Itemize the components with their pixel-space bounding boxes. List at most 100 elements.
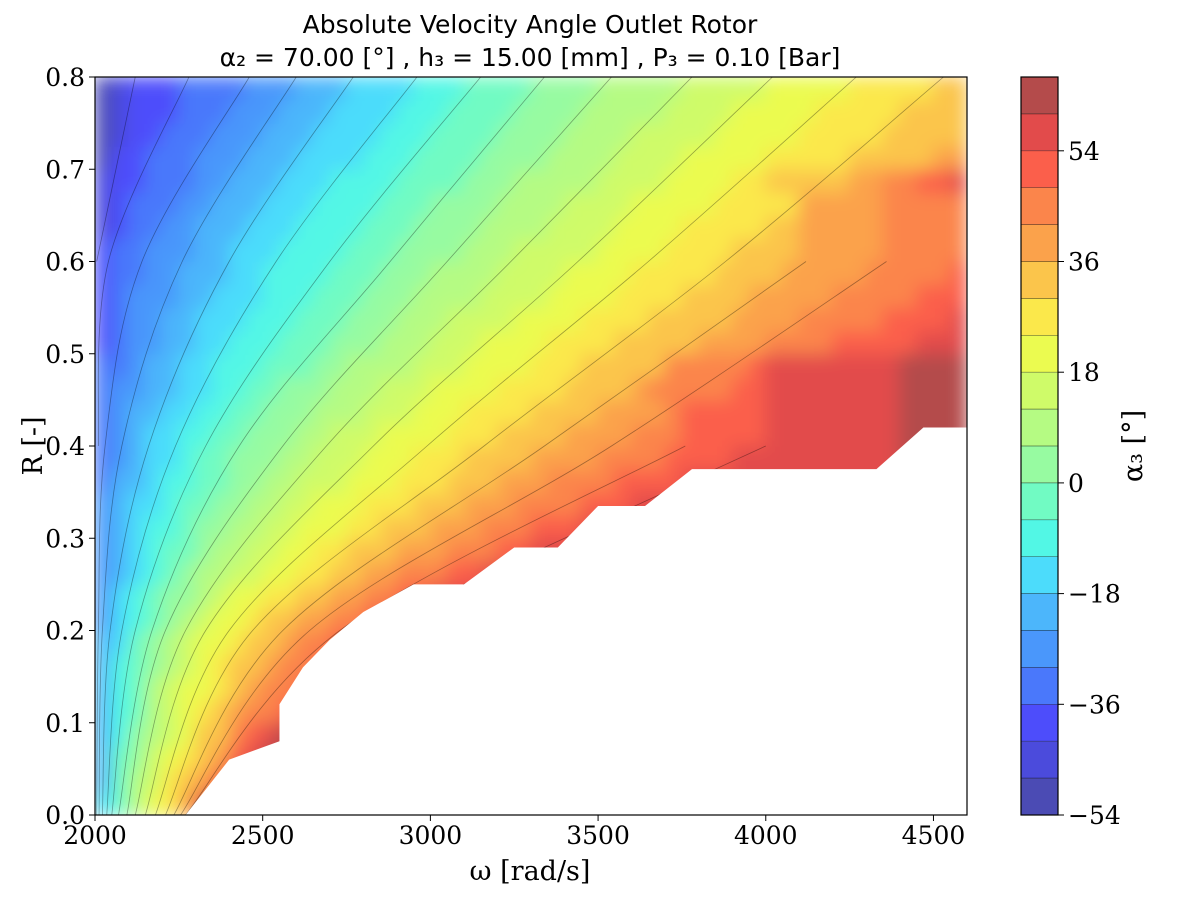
field-cell (245, 468, 264, 493)
field-cell (111, 122, 130, 147)
field-cell (295, 99, 314, 124)
field-cell (95, 606, 113, 632)
field-cell (664, 353, 683, 378)
field-cell (95, 676, 113, 701)
field-cell (681, 399, 700, 424)
x-tick-label: 3000 (399, 821, 463, 850)
contour-lines (96, 77, 944, 815)
field-cell (815, 99, 834, 124)
field-cell (262, 699, 281, 724)
field-cell (127, 122, 146, 147)
field-cell (379, 353, 398, 378)
field-cell (111, 514, 130, 539)
field-cell (496, 99, 515, 124)
field-cell (949, 122, 967, 147)
field-cell (949, 260, 967, 286)
field-cell (262, 122, 281, 147)
field-cell (161, 537, 180, 562)
field-cell (815, 376, 834, 401)
field-cell (765, 214, 784, 240)
field-cell (547, 99, 566, 124)
field-cell (748, 122, 767, 147)
field-cell (832, 307, 851, 332)
field-cell (781, 237, 800, 263)
field-cell (362, 537, 381, 562)
field-cell (245, 399, 264, 424)
field-cell (849, 122, 867, 147)
field-cell (245, 629, 264, 655)
field-cell (95, 652, 113, 678)
field-cell (781, 145, 800, 170)
field-cell (178, 560, 197, 585)
field-cell (547, 168, 566, 193)
field-cell (228, 606, 247, 632)
field-cell (144, 237, 163, 263)
field-cell (178, 768, 197, 793)
field-cell (580, 330, 599, 355)
field-cell (798, 283, 817, 309)
field-cell (748, 145, 767, 170)
field-cell (127, 376, 146, 401)
field-cell (429, 168, 448, 193)
field-cell (111, 606, 130, 632)
field-cell (178, 399, 197, 424)
field-cell (748, 214, 767, 240)
field-cell (429, 260, 448, 286)
field-cell (345, 583, 364, 609)
field-cell (580, 99, 599, 124)
colorbar-tick-label: 18 (1068, 358, 1100, 387)
field-cell (161, 629, 180, 655)
field-cell (496, 491, 515, 516)
field-cell (329, 237, 348, 263)
colorbar-tick-label: −54 (1068, 801, 1121, 830)
field-cell (631, 122, 649, 147)
field-cell (379, 145, 398, 170)
field-cell (798, 353, 817, 378)
field-cell (379, 237, 398, 263)
field-cell (832, 214, 851, 240)
field-cell (513, 399, 532, 424)
field-cell (95, 399, 113, 424)
field-cell (865, 399, 884, 424)
field-cell (916, 77, 935, 101)
field-cell (731, 99, 750, 124)
field-cell (312, 606, 331, 632)
field-cell (580, 353, 599, 378)
chart-subtitle: α₂ = 70.00 [°] , h₃ = 15.00 [mm] , P₃ = … (220, 43, 841, 72)
field-cell (345, 260, 364, 286)
field-cell (647, 191, 666, 216)
field-cell (731, 168, 750, 193)
field-cell (362, 168, 381, 193)
field-cell (262, 606, 281, 632)
field-cell (362, 491, 381, 516)
field-cell (95, 283, 113, 309)
field-cell (144, 560, 163, 585)
field-cell (127, 606, 146, 632)
field-cell (530, 77, 549, 101)
colorbar-band (1021, 335, 1058, 373)
field-cell (446, 145, 465, 170)
field-cell (211, 629, 230, 655)
field-cell (329, 191, 348, 216)
field-cell (530, 445, 549, 470)
field-cell (446, 307, 465, 332)
field-cell (563, 376, 582, 401)
field-cell (111, 491, 130, 516)
field-cell (714, 191, 733, 216)
field-cell (144, 399, 163, 424)
field-cell (614, 468, 633, 493)
field-cell (530, 422, 549, 447)
field-cell (798, 260, 817, 286)
field-cell (714, 422, 733, 447)
field-cell (530, 122, 549, 147)
field-cell (815, 145, 834, 170)
field-cell (195, 237, 213, 263)
field-cell (95, 145, 113, 170)
field-cell (748, 330, 767, 355)
field-cell (949, 399, 967, 424)
field-cell (614, 214, 633, 240)
field-cell (178, 491, 197, 516)
field-cell (396, 560, 415, 585)
field-cell (647, 99, 666, 124)
